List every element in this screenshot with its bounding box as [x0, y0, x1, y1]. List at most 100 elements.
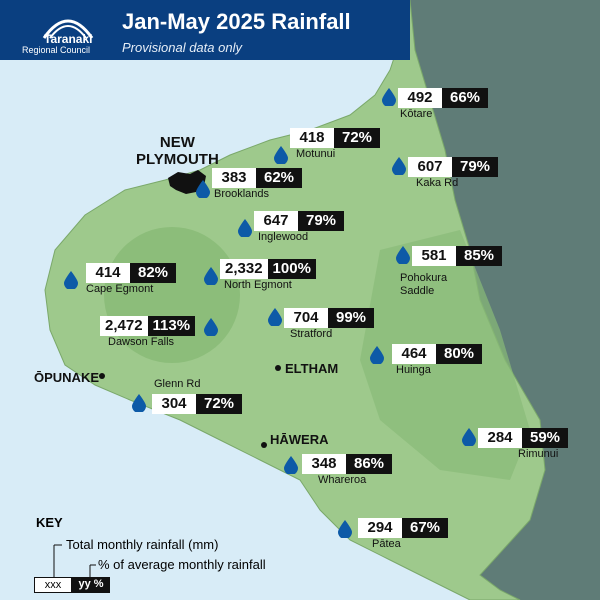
rainfall-percent: 113% [147, 316, 196, 336]
map-subtitle: Provisional data only [122, 40, 242, 55]
station-name: Pohokura Saddle [400, 272, 448, 297]
rainfall-total: 294 [358, 518, 402, 538]
town-hawera: HĀWERA [270, 432, 329, 447]
rainfall-total: 2,332 [220, 259, 268, 279]
rainfall-percent: 67% [402, 518, 448, 538]
raindrop-icon [382, 88, 396, 106]
raindrop-icon [274, 146, 288, 164]
rainfall-percent: 99% [328, 308, 374, 328]
station-name: Brooklands [214, 188, 270, 200]
raindrop-icon [370, 346, 384, 364]
station-motunui: 418 72% Motunui [274, 128, 389, 164]
rainfall-percent: 62% [256, 168, 302, 188]
key-percent-label: % of average monthly rainfall [98, 557, 266, 572]
header-banner: Taranaki Regional Council Jan-May 2025 R… [0, 0, 410, 60]
rainfall-total: 492 [398, 88, 442, 108]
taranaki-logo [42, 19, 94, 39]
neighbour-land [410, 0, 600, 600]
rainfall-total: 304 [152, 394, 196, 414]
rainfall-percent: 79% [298, 211, 344, 231]
station-whareroa: 348 86% Whareroa [284, 454, 399, 486]
rainfall-percent: 79% [452, 157, 498, 177]
rainfall-percent: 100% [267, 259, 316, 279]
station-rimunui: 284 59% Rimunui [462, 428, 582, 460]
station-name: Inglewood [258, 231, 309, 243]
rainfall-total: 464 [392, 344, 436, 364]
station-patea: 294 67% Pātea [338, 518, 453, 550]
raindrop-icon [462, 428, 476, 446]
station-kaka-rd: 607 79% Kaka Rd [392, 157, 507, 189]
rainfall-percent: 86% [346, 454, 392, 474]
rainfall-percent: 72% [196, 394, 242, 414]
station-name: Huinga [396, 364, 431, 376]
logo-line-2: Regional Council [22, 45, 91, 55]
rainfall-percent: 72% [334, 128, 380, 148]
key-sample-box: xxx yy % [34, 577, 110, 593]
station-name: Whareroa [318, 474, 367, 486]
raindrop-icon [338, 520, 352, 538]
raindrop-icon [132, 394, 146, 412]
rainfall-total: 647 [254, 211, 298, 231]
rainfall-percent: 85% [456, 246, 502, 266]
rainfall-total: 348 [302, 454, 346, 474]
station-name: Motunui [296, 148, 336, 160]
new-plymouth-urban [168, 170, 206, 194]
raindrop-icon [268, 308, 282, 326]
station-glenn-rd: Glenn Rd 304 72% [132, 378, 257, 414]
station-name: Stratford [290, 328, 333, 340]
station-huinga: 464 80% Huinga [370, 344, 485, 376]
key-sample-total: xxx [34, 577, 72, 593]
raindrop-icon [64, 271, 78, 289]
map-key: KEY Total monthly rainfall (mm) % of ave… [24, 515, 324, 595]
town-opunake: ŌPUNAKE [34, 370, 100, 385]
station-inglewood: 647 79% Inglewood [238, 211, 353, 243]
rainfall-total: 383 [212, 168, 256, 188]
town-new-plymouth-line2: PLYMOUTH [136, 151, 219, 168]
rainfall-percent: 66% [442, 88, 488, 108]
rainfall-percent: 80% [436, 344, 482, 364]
station-cape-egmont: 414 82% Cape Egmont [64, 263, 179, 295]
station-name: Rimunui [518, 448, 559, 460]
station-name: Cape Egmont [86, 283, 154, 295]
station-pohokura-saddle: 581 85% Pohokura Saddle [396, 246, 511, 297]
town-new-plymouth-line1: NEW [159, 134, 195, 151]
station-stratford: 704 99% Stratford [268, 308, 383, 340]
station-dawson-falls: 2,472 113% Dawson Falls [100, 316, 225, 348]
station-name: Glenn Rd [154, 378, 201, 390]
key-leader-lines [53, 544, 96, 579]
station-north-egmont: 2,332 100% North Egmont [204, 259, 334, 291]
rainfall-percent: 82% [130, 263, 176, 283]
rainfall-total: 2,472 [100, 316, 148, 336]
station-name: North Egmont [224, 279, 292, 291]
key-title: KEY [36, 515, 63, 530]
raindrop-icon [396, 246, 410, 264]
raindrop-icon [204, 318, 218, 336]
rainfall-total: 414 [86, 263, 130, 283]
hawera-dot [261, 442, 267, 448]
rainfall-total: 607 [408, 157, 452, 177]
station-kotare: 492 66% Kōtare [382, 88, 497, 120]
raindrop-icon [196, 180, 210, 198]
station-name: Dawson Falls [108, 336, 175, 348]
town-new-plymouth: NEW PLYMOUTH [136, 134, 219, 168]
map-title: Jan-May 2025 Rainfall [122, 9, 351, 34]
rainfall-total: 284 [478, 428, 522, 448]
raindrop-icon [392, 157, 406, 175]
raindrop-icon [204, 267, 218, 285]
eltham-dot [275, 365, 281, 371]
raindrop-icon [284, 456, 298, 474]
rainfall-total: 704 [284, 308, 328, 328]
station-name: Kōtare [400, 108, 433, 120]
key-sample-percent: yy % [72, 577, 110, 593]
rainfall-percent: 59% [522, 428, 568, 448]
town-eltham: ELTHAM [285, 361, 339, 376]
opunake-dot [99, 373, 105, 379]
rainfall-total: 418 [290, 128, 334, 148]
key-total-label: Total monthly rainfall (mm) [66, 537, 219, 552]
raindrop-icon [238, 219, 252, 237]
rainfall-total: 581 [412, 246, 456, 266]
logo-line-1: Taranaki [44, 32, 93, 46]
station-brooklands: 383 62% Brooklands [196, 168, 311, 200]
